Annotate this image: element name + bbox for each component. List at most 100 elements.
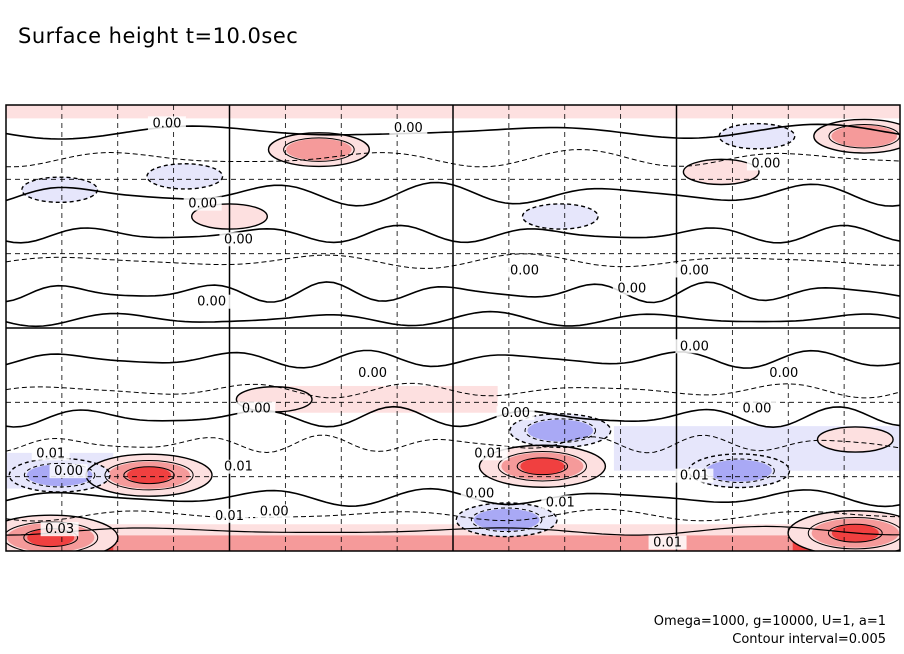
negative-contour bbox=[6, 508, 900, 522]
positive-feature-17 bbox=[817, 426, 894, 453]
contour-label: 0.00 bbox=[358, 366, 387, 381]
negative-contour bbox=[6, 148, 900, 168]
feature-contour bbox=[470, 507, 543, 533]
feature-contour bbox=[813, 118, 900, 154]
contour-label-bg bbox=[192, 294, 231, 309]
feature-core bbox=[126, 466, 172, 484]
contour-label: 0.00 bbox=[224, 232, 253, 247]
contour-label: 0.01 bbox=[215, 509, 244, 524]
feature-contour bbox=[682, 158, 760, 186]
contour-label: 0.00 bbox=[742, 402, 771, 417]
zero-contour bbox=[6, 487, 900, 508]
contour-label-bg bbox=[31, 446, 70, 461]
negative-feature-8 bbox=[719, 123, 795, 149]
feature-mid bbox=[527, 419, 594, 442]
zero-contour bbox=[6, 405, 900, 429]
contour-label: 0.01 bbox=[653, 536, 682, 551]
contour-interval-note: Contour interval=0.005 bbox=[732, 632, 886, 647]
contour-label-bg bbox=[389, 120, 428, 135]
contour-label-bg bbox=[147, 116, 186, 131]
feature-contour bbox=[524, 418, 597, 443]
feature-outer bbox=[147, 163, 223, 189]
contour-labels: 0.00 0.00 0.00 0.00 0.00 0.00 0.00 0.00 0.00 0.00… bbox=[31, 116, 803, 551]
contour-label-bg bbox=[612, 281, 651, 296]
contour-label-bg bbox=[49, 464, 88, 479]
contour-label: 0.01 bbox=[224, 460, 253, 475]
negative-contour bbox=[6, 434, 900, 454]
zero-contour bbox=[6, 181, 900, 207]
feature-contour bbox=[146, 163, 224, 190]
contour-label: 0.00 bbox=[188, 197, 217, 212]
contour-label-bg bbox=[505, 263, 544, 278]
contour-label-bg bbox=[675, 263, 714, 278]
contour-label-bg bbox=[746, 156, 785, 171]
feature-contour bbox=[6, 514, 119, 551]
contour-label-bg bbox=[353, 366, 392, 381]
contour-label-bg bbox=[675, 468, 714, 483]
feature-contour bbox=[807, 516, 900, 550]
feature-contour bbox=[816, 426, 894, 453]
contour-label: 0.00 bbox=[242, 402, 271, 417]
feature-contour bbox=[190, 203, 268, 230]
feature-core bbox=[520, 457, 565, 475]
chart-title: Surface height t=10.0sec bbox=[18, 24, 299, 48]
zero-contour bbox=[6, 349, 900, 369]
feature-contour bbox=[509, 413, 612, 449]
contour-label: 0.00 bbox=[197, 295, 226, 310]
contour-label: 0.00 bbox=[260, 504, 289, 519]
feature-outer bbox=[817, 426, 894, 453]
negative-contour bbox=[6, 382, 900, 399]
contour-label: 0.00 bbox=[152, 116, 181, 131]
contour-label-bg bbox=[183, 196, 222, 211]
contour-label-bg bbox=[460, 486, 499, 501]
negative-feature-10 bbox=[147, 163, 223, 189]
negative-feature-9 bbox=[21, 177, 98, 203]
negative-feature-11 bbox=[522, 203, 599, 230]
contour-label: 0.03 bbox=[45, 522, 74, 537]
contour-label: 0.00 bbox=[769, 366, 798, 381]
feature-contour bbox=[787, 510, 900, 551]
contour-label-bg bbox=[469, 446, 508, 461]
contour-label: 0.00 bbox=[394, 121, 423, 136]
contour-label: 0.00 bbox=[680, 339, 709, 354]
contour-label-bg bbox=[675, 339, 714, 354]
contour-label: 0.00 bbox=[617, 281, 646, 296]
feature-contour bbox=[827, 523, 883, 543]
plot-frame bbox=[5, 104, 901, 552]
feature-outer bbox=[719, 123, 795, 149]
contour-label: 0.00 bbox=[501, 406, 530, 421]
feature-contour bbox=[123, 466, 175, 485]
contour-label: 0.01 bbox=[546, 495, 575, 510]
feature-contour bbox=[283, 137, 355, 162]
contour-label-bg bbox=[219, 459, 258, 474]
contour-label-bg bbox=[541, 495, 580, 510]
contour-label-bg bbox=[40, 522, 79, 537]
parameter-note: Omega=1000, g=10000, U=1, a=1 bbox=[653, 614, 886, 629]
contour-label-bg bbox=[219, 232, 258, 247]
contour-label-bg bbox=[764, 366, 803, 381]
contour-label: 0.01 bbox=[474, 446, 503, 461]
feature-contour bbox=[478, 444, 607, 488]
feature-contour bbox=[516, 457, 569, 476]
zero-contour bbox=[6, 224, 900, 244]
feature-mid bbox=[286, 138, 352, 161]
contour-label: 0.01 bbox=[36, 446, 65, 461]
feature-contour bbox=[267, 132, 371, 168]
feature-contour bbox=[23, 462, 96, 488]
contour-label-bg bbox=[648, 535, 687, 550]
feature-mid bbox=[706, 459, 772, 482]
positive-feature-3 bbox=[788, 510, 900, 551]
feature-outer bbox=[683, 159, 759, 185]
positive-feature-14 bbox=[683, 159, 759, 185]
feature-contour bbox=[521, 203, 599, 230]
contour-label-bg bbox=[210, 508, 249, 523]
feature-contour bbox=[104, 459, 194, 491]
contour-label: 0.00 bbox=[465, 486, 494, 501]
zero-contour bbox=[6, 281, 900, 304]
feature-outer bbox=[522, 203, 599, 230]
feature-contour bbox=[6, 521, 99, 551]
zero-contour bbox=[6, 310, 900, 328]
contour-label: 0.00 bbox=[54, 464, 83, 479]
contour-label-bg bbox=[237, 401, 276, 416]
